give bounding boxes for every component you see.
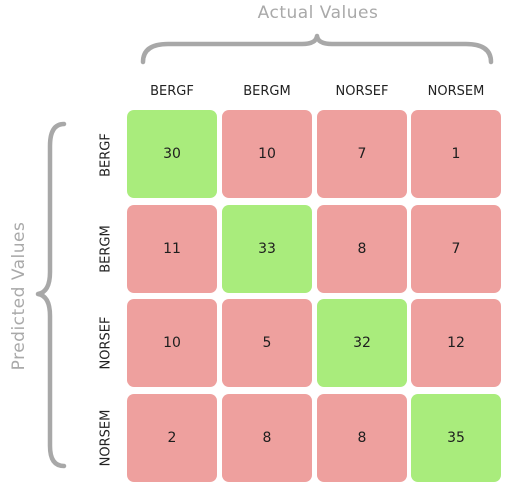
matrix-cell: 12 (411, 299, 501, 387)
predicted-brace (35, 121, 67, 469)
matrix-cell: 2 (127, 394, 217, 482)
column-label-bergf: BERGF (150, 84, 194, 99)
matrix-cell: 10 (127, 299, 217, 387)
matrix-cell: 1 (411, 110, 501, 198)
actual-values-title: Actual Values (257, 3, 379, 23)
matrix-cell: 8 (222, 394, 312, 482)
column-label-norsem: NORSEM (427, 84, 485, 99)
matrix-cell: 7 (317, 110, 407, 198)
column-label-norsef: NORSEF (335, 84, 389, 99)
row-label-norsem: NORSEM (98, 409, 114, 467)
actual-brace (140, 33, 494, 65)
row-label-norsef: NORSEF (98, 316, 114, 370)
matrix-cell: 33 (222, 205, 312, 293)
matrix-cell: 7 (411, 205, 501, 293)
matrix-cell: 11 (127, 205, 217, 293)
matrix-cell: 8 (317, 205, 407, 293)
matrix-cell: 30 (127, 110, 217, 198)
matrix-cell: 10 (222, 110, 312, 198)
matrix-cell: 5 (222, 299, 312, 387)
matrix-cell: 8 (317, 394, 407, 482)
matrix-cell: 32 (317, 299, 407, 387)
row-label-bergf: BERGF (98, 133, 114, 177)
column-label-bergm: BERGM (243, 84, 291, 99)
matrix-cell: 35 (411, 394, 501, 482)
row-label-bergm: BERGM (98, 225, 114, 273)
